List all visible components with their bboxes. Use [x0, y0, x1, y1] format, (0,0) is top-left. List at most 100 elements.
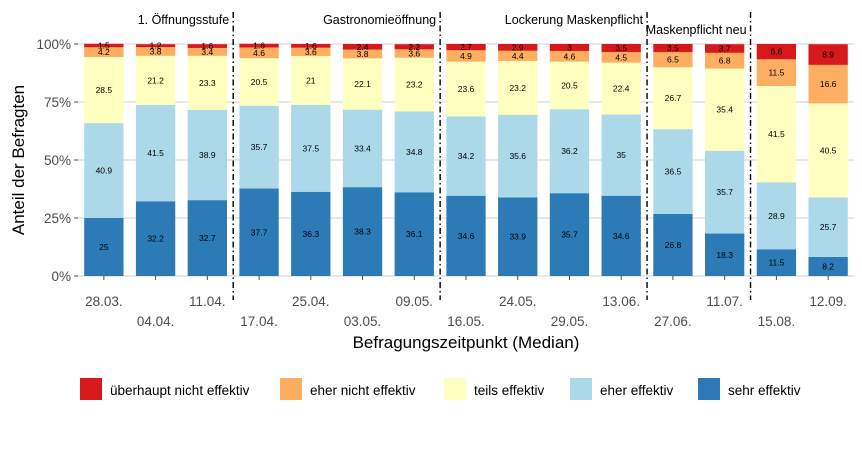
bar-segment-sehr-effektiv	[291, 191, 331, 276]
bar-segment-teils-effektiv	[135, 55, 176, 106]
data-label: 1.6	[201, 41, 213, 51]
x-tick-label: 03.05.	[344, 314, 382, 329]
bar-segment-eher-effektiv	[394, 111, 434, 193]
bar-segment-eher-effektiv	[705, 150, 745, 234]
bars: 2540.928.54.21.532.241.521.23.81.232.738…	[84, 41, 848, 276]
bar-stack-10: 34.6 35 22.4 4.53.5	[601, 43, 641, 276]
bar-segment-teils-effektiv	[601, 62, 641, 115]
bar-segment-sehr-effektiv	[84, 218, 124, 276]
bar-segment-ueberhaupt-nicht-effektiv	[549, 44, 590, 51]
bar-segment-sehr-effektiv	[705, 233, 745, 276]
x-tick-label: 29.05.	[551, 314, 589, 329]
bar-stack-9: 35.7 36.2 20.5 4.63	[549, 42, 590, 276]
data-label: 37.5	[303, 143, 320, 153]
bar-stack-13: 11.5 28.9 41.5 11.5 6.6	[756, 44, 797, 276]
legend-item-eher-effektiv: eher effektiv	[570, 378, 674, 400]
data-label: 18.3	[716, 250, 733, 260]
data-label: 40.5	[820, 145, 837, 155]
bar-segment-sehr-effektiv	[808, 256, 848, 276]
bar-segment-eher-nicht-effektiv	[394, 49, 434, 58]
bar-segment-teils-effektiv	[84, 56, 124, 124]
event-label: Lockerung Maskenpflicht	[505, 13, 644, 27]
bar-stack-14: 8.2 25.7 40.5 16.6 8.9	[808, 44, 848, 276]
bar-segment-teils-effektiv	[239, 58, 279, 106]
data-label: 34.8	[406, 147, 423, 157]
legend-swatch	[570, 378, 592, 400]
data-label: 28.9	[768, 211, 785, 221]
bar-segment-eher-nicht-effektiv	[808, 64, 848, 104]
legend-item-teils-effektiv: teils effektiv	[444, 378, 545, 400]
data-label: 8.9	[822, 50, 834, 60]
bar-segment-eher-effektiv	[808, 197, 848, 257]
legend-swatch	[698, 378, 720, 400]
data-label: 33.9	[509, 232, 526, 242]
legend-item-sehr-effektiv: sehr effektiv	[698, 378, 801, 400]
data-label: 6.8	[719, 56, 731, 66]
data-label: 11.5	[768, 68, 784, 78]
x-axis-title: Befragungszeitpunkt (Median)	[353, 333, 580, 352]
x-tick-label: 28.03.	[85, 294, 123, 309]
bar-segment-ueberhaupt-nicht-effektiv	[394, 44, 434, 50]
bar-stack-5: 38.3 33.4 22.1 3.82.4	[342, 42, 383, 276]
data-label: 4.9	[460, 51, 472, 61]
bar-segment-eher-nicht-effektiv	[549, 50, 590, 62]
legend: überhaupt nicht effektiv eher nicht effek…	[80, 378, 801, 400]
legend-swatch	[280, 378, 302, 400]
x-tick-label: 24.05.	[499, 294, 537, 309]
bar-segment-sehr-effektiv	[446, 195, 486, 276]
event-label: 1. Öffnungsstufe	[138, 13, 230, 27]
bar-segment-ueberhaupt-nicht-effektiv	[291, 44, 331, 48]
y-axis: 0% 25% 50% 75% 100%	[36, 37, 78, 284]
bar-segment-ueberhaupt-nicht-effektiv	[601, 44, 641, 53]
x-tick-label: 25.04.	[292, 294, 330, 309]
x-tick-label: 12.09.	[809, 294, 847, 309]
bar-segment-teils-effektiv	[756, 85, 797, 183]
bar-segment-ueberhaupt-nicht-effektiv	[705, 44, 745, 53]
data-label: 41.5	[147, 148, 164, 158]
bar-stack-4: 36.3 37.5 21 3.61.6	[291, 41, 331, 276]
data-label: 20.5	[251, 77, 268, 87]
bar-segment-ueberhaupt-nicht-effektiv	[446, 44, 486, 51]
bar-segment-teils-effektiv	[808, 103, 848, 198]
bar-segment-sehr-effektiv	[756, 249, 797, 276]
x-axis: 28.03. 04.04. 11.04. 17.04. 25.04. 03.05. 09.0…	[85, 276, 847, 329]
bar-segment-ueberhaupt-nicht-effektiv	[84, 43, 124, 48]
data-label: 21	[306, 75, 316, 85]
bar-segment-sehr-effektiv	[394, 192, 434, 276]
bar-segment-eher-nicht-effektiv	[705, 52, 745, 69]
x-tick-label: 15.08.	[758, 314, 796, 329]
data-label: 22.1	[354, 79, 371, 89]
bar-stack-8: 33.9 35.6 23.2 4.42.9	[498, 42, 538, 276]
y-tick-label: 100%	[36, 37, 71, 52]
legend-swatch	[80, 378, 102, 400]
data-label: 32.7	[199, 233, 216, 243]
bar-stack-12: 18.3 35.7 35.4 6.8 3.7	[705, 44, 745, 276]
bar-segment-sehr-effektiv	[342, 187, 383, 276]
x-tick-label: 13.06.	[602, 294, 640, 309]
bar-stack-7: 34.6 34.2 23.6 4.92.7	[446, 42, 486, 276]
bar-segment-ueberhaupt-nicht-effektiv	[239, 43, 279, 48]
data-label: 1.2	[150, 41, 162, 51]
data-label: 35.4	[716, 105, 733, 115]
bar-segment-ueberhaupt-nicht-effektiv	[187, 44, 227, 48]
legend-label: sehr effektiv	[728, 383, 801, 398]
bar-stack-11: 26.8 36.5 26.7 6.5 3.5	[653, 43, 693, 276]
data-label: 4.2	[98, 47, 110, 57]
data-label: 3.7	[719, 44, 731, 54]
x-tick-label: 11.07.	[706, 294, 743, 309]
data-label: 3.5	[667, 43, 679, 53]
bar-segment-ueberhaupt-nicht-effektiv	[756, 44, 797, 60]
bar-stack-1: 32.2 41.5 21.2 3.81.2	[135, 41, 176, 276]
data-label: 36.2	[561, 146, 578, 156]
bar-segment-sehr-effektiv	[498, 197, 538, 276]
bar-segment-sehr-effektiv	[187, 200, 227, 276]
bar-segment-eher-nicht-effektiv	[653, 52, 693, 68]
data-label: 3.4	[201, 47, 213, 57]
bar-segment-teils-effektiv	[446, 61, 486, 117]
data-label: 4.5	[615, 52, 627, 62]
x-tick-label: 16.05.	[447, 314, 485, 329]
y-axis-title: Anteil der Befragten	[9, 85, 28, 235]
x-tick-label: 11.04.	[189, 294, 226, 309]
bar-segment-teils-effektiv	[653, 67, 693, 130]
bar-segment-sehr-effektiv	[601, 195, 641, 276]
